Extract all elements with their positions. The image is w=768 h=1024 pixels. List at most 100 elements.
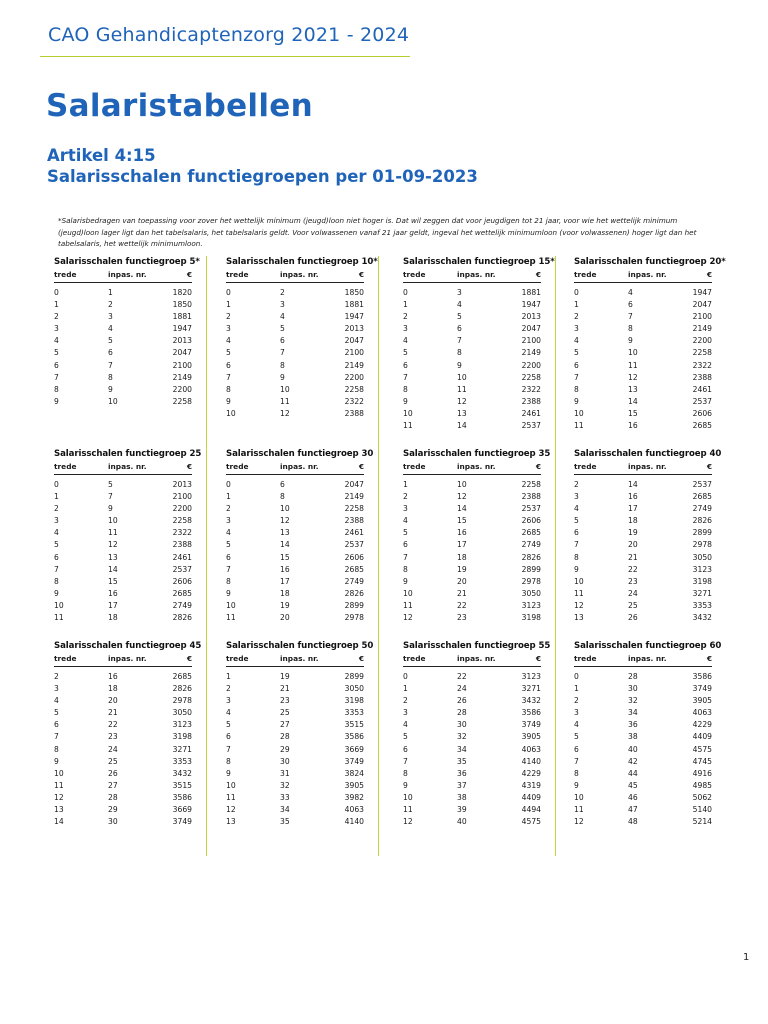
cell-inpas-nr: 5	[280, 324, 285, 334]
table-row: 5 18 2826	[574, 515, 712, 527]
table-body: 0 3 1881 1 4 1947 2 5 2013 3 6 2047 4 7 2100 5 8 2149 6 9 22…	[403, 287, 541, 432]
cell-trede: 2	[403, 312, 408, 322]
table-row: 9 10 2258	[54, 396, 192, 408]
cell-inpas-nr: 9	[628, 336, 633, 346]
table-row: 8 21 3050	[574, 552, 712, 564]
table-body: 0 1 1820 1 2 1850 2 3 1881 3 4 1947 4 5 2013 5 6 2047 6 7 21…	[54, 287, 192, 408]
cell-salary: 3824	[344, 768, 364, 778]
cell-trede: 9	[574, 396, 579, 406]
table-row: 5 7 2100	[226, 347, 364, 359]
cell-salary: 3198	[344, 696, 364, 706]
cell-trede: 10	[54, 768, 64, 778]
cell-salary: 3905	[692, 696, 712, 706]
cell-salary: 3198	[521, 613, 541, 623]
cell-inpas-nr: 14	[628, 396, 638, 406]
cell-salary: 2258	[521, 480, 541, 489]
cell-trede: 4	[54, 528, 59, 538]
header-euro: €	[706, 462, 712, 471]
cell-salary: 1881	[521, 288, 541, 297]
cell-inpas-nr: 2	[108, 300, 113, 310]
cell-inpas-nr: 35	[457, 756, 467, 766]
cell-trede: 8	[574, 384, 579, 394]
header-trede: trede	[574, 462, 597, 471]
cell-trede: 8	[54, 576, 59, 586]
article-subtitle: Salarisschalen functiegroepen per 01-09-…	[47, 167, 478, 186]
cell-trede: 2	[226, 504, 231, 514]
table-row: 4 17 2749	[574, 503, 712, 515]
table-title: Salarisschalen functiegroep 10*	[226, 257, 378, 267]
table-row: 7 20 2978	[574, 539, 712, 551]
cell-trede: 10	[54, 600, 64, 610]
cell-salary: 3905	[344, 780, 364, 790]
table-row: 9 37 4319	[403, 780, 541, 792]
cell-salary: 4745	[692, 756, 712, 766]
cell-trede: 9	[574, 564, 579, 574]
table-row: 5 14 2537	[226, 539, 364, 551]
cell-salary: 1881	[172, 312, 192, 322]
cell-salary: 2047	[692, 300, 712, 310]
table-row: 0 2 1850	[226, 287, 364, 299]
cell-salary: 3353	[692, 600, 712, 610]
cell-salary: 3905	[521, 732, 541, 742]
table-row: 6 34 4063	[403, 744, 541, 756]
cell-inpas-nr: 10	[108, 396, 118, 406]
table-row: 7 42 4745	[574, 756, 712, 768]
table-header-row: trede inpas. nr. €	[226, 461, 364, 475]
cell-trede: 3	[403, 504, 408, 514]
cell-trede: 5	[226, 720, 231, 730]
table-row: 12 25 3353	[574, 600, 712, 612]
cell-inpas-nr: 22	[457, 672, 467, 681]
cell-salary: 3432	[692, 613, 712, 623]
cell-inpas-nr: 33	[280, 792, 290, 802]
cell-trede: 5	[403, 732, 408, 742]
cell-inpas-nr: 12	[280, 408, 290, 418]
cell-inpas-nr: 8	[457, 348, 462, 358]
cell-inpas-nr: 3	[280, 300, 285, 310]
cell-inpas-nr: 18	[280, 588, 290, 598]
cell-inpas-nr: 16	[457, 528, 467, 538]
header-inpas-nr: inpas. nr.	[280, 462, 319, 471]
cell-trede: 7	[403, 756, 408, 766]
table-title: Salarisschalen functiegroep 60	[574, 641, 722, 651]
cell-trede: 1	[54, 300, 59, 310]
cell-trede: 11	[403, 805, 413, 815]
header-inpas-nr: inpas. nr.	[108, 462, 147, 471]
cell-trede: 6	[54, 552, 59, 562]
header-inpas-nr: inpas. nr.	[280, 270, 319, 279]
cell-trede: 8	[54, 384, 59, 394]
cell-inpas-nr: 25	[108, 756, 118, 766]
table-row: 4 13 2461	[226, 527, 364, 539]
salary-table: Salarisschalen functiegroep 40 trede inpas…	[574, 448, 721, 624]
cell-inpas-nr: 22	[457, 600, 467, 610]
cell-trede: 10	[403, 588, 413, 598]
table-row: 6 22 3123	[54, 719, 192, 731]
cell-inpas-nr: 6	[280, 336, 285, 346]
table-body: 1 19 2899 2 21 3050 3 23 3198 4 25 3353 5 27 3515 6 28 35…	[226, 671, 364, 828]
cell-salary: 3749	[344, 756, 364, 766]
cell-trede: 10	[226, 780, 236, 790]
cell-inpas-nr: 16	[108, 672, 118, 681]
table-row: 10 12 2388	[226, 408, 364, 420]
table-row: 5 21 3050	[54, 707, 192, 719]
table-body: 0 5 2013 1 7 2100 2 9 2200 3 10 2258 4 11 2322 5 12 2388 6…	[54, 479, 192, 624]
table-header-row: trede inpas. nr. €	[403, 653, 541, 667]
cell-salary: 5062	[692, 792, 712, 802]
cell-trede: 5	[54, 708, 59, 718]
cell-trede: 9	[226, 768, 231, 778]
cell-inpas-nr: 9	[457, 360, 462, 370]
cell-trede: 2	[226, 312, 231, 322]
cell-salary: 2149	[521, 348, 541, 358]
column-divider	[206, 256, 207, 856]
table-row: 2 12 2388	[403, 491, 541, 503]
cell-trede: 8	[574, 552, 579, 562]
cell-inpas-nr: 11	[280, 396, 290, 406]
cell-inpas-nr: 10	[628, 348, 638, 358]
table-row: 10 17 2749	[54, 600, 192, 612]
cell-salary: 2100	[172, 360, 192, 370]
table-row: 3 14 2537	[403, 503, 541, 515]
cell-inpas-nr: 25	[280, 708, 290, 718]
cell-salary: 2322	[172, 528, 192, 538]
cell-salary: 2685	[172, 672, 192, 681]
table-row: 2 7 2100	[574, 311, 712, 323]
page-number: 1	[743, 952, 750, 963]
